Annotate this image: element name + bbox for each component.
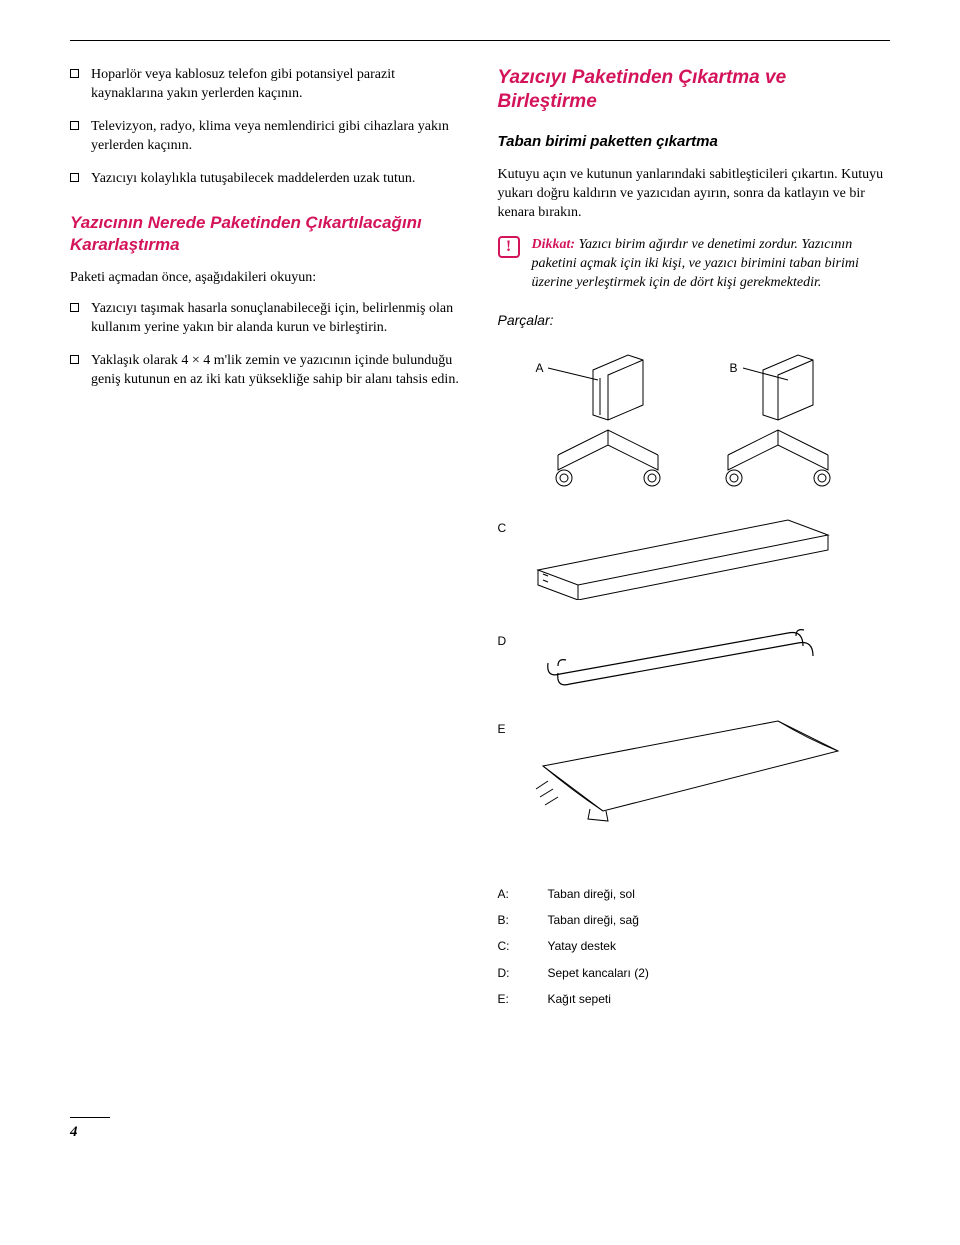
bullet-item: Yaklaşık olarak 4 × 4 m'lik zemin ve yaz… <box>70 352 463 390</box>
caution-box: ! Dikkat: Yazıcı birim ağırdır ve deneti… <box>498 236 891 293</box>
bullet-text: Hoparlör veya kablosuz telefon gibi pota… <box>91 66 463 104</box>
parts-list: A: Taban direği, sol B: Taban direği, sa… <box>498 886 891 1007</box>
bullet-text: Yaklaşık olarak 4 × 4 m'lik zemin ve yaz… <box>91 352 463 390</box>
parts-list-row: E: Kağıt sepeti <box>498 991 891 1007</box>
bullet-icon <box>70 121 79 130</box>
parts-value: Yatay destek <box>548 938 616 954</box>
diagram-row-ab: A B <box>498 350 891 510</box>
bullet-item: Yazıcıyı taşımak hasarla sonuçlanabilece… <box>70 300 463 338</box>
diagram-label-d: D <box>498 618 518 649</box>
paper-basket-diagram <box>518 711 878 831</box>
bullet-icon <box>70 173 79 182</box>
caution-body: Yazıcı birim ağırdır ve denetimi zordur.… <box>532 237 859 290</box>
main-heading: Yazıcıyı Paketinden Çıkartma ve Birleşti… <box>498 66 891 114</box>
parts-value: Taban direği, sol <box>548 886 635 902</box>
bullet-icon <box>70 355 79 364</box>
paragraph: Kutuyu açın ve kutunun yanlarındaki sabi… <box>498 166 891 223</box>
horizontal-support-diagram <box>518 510 878 600</box>
bullet-icon <box>70 69 79 78</box>
parts-value: Taban direği, sağ <box>548 912 639 928</box>
parts-key: D: <box>498 965 548 981</box>
diagram-label-b: B <box>730 360 738 376</box>
diagram-label-e: E <box>498 711 518 737</box>
section-title: Yazıcının Nerede Paketinden Çıkartılacağ… <box>70 212 463 255</box>
two-column-layout: Hoparlör veya kablosuz telefon gibi pota… <box>70 66 890 1017</box>
parts-label: Parçalar: <box>498 311 891 330</box>
top-rule <box>70 40 890 41</box>
left-column: Hoparlör veya kablosuz telefon gibi pota… <box>70 66 463 1017</box>
bullet-item: Televizyon, radyo, klima veya nemlendiri… <box>70 118 463 156</box>
parts-value: Sepet kancaları (2) <box>548 965 649 981</box>
diagram-row-e: E <box>498 711 891 831</box>
bullet-text: Televizyon, radyo, klima veya nemlendiri… <box>91 118 463 156</box>
parts-key: E: <box>498 991 548 1007</box>
parts-list-row: C: Yatay destek <box>498 938 891 954</box>
parts-key: C: <box>498 938 548 954</box>
diagram-row-c: C <box>498 510 891 600</box>
parts-value: Kağıt sepeti <box>548 991 611 1007</box>
parts-list-row: A: Taban direği, sol <box>498 886 891 902</box>
caution-content: Dikkat: Yazıcı birim ağırdır ve denetimi… <box>532 236 891 293</box>
diagram-area: A B C D <box>498 350 891 1007</box>
bullet-text: Yazıcıyı taşımak hasarla sonuçlanabilece… <box>91 300 463 338</box>
diagram-label-c: C <box>498 510 518 536</box>
diagram-row-d: D <box>498 618 891 693</box>
right-column: Yazıcıyı Paketinden Çıkartma ve Birleşti… <box>498 66 891 1017</box>
stand-legs-diagram <box>498 350 878 510</box>
bullet-icon <box>70 303 79 312</box>
page-number: 4 <box>70 1117 110 1142</box>
parts-key: A: <box>498 886 548 902</box>
bullet-item: Yazıcıyı kolaylıkla tutuşabilecek maddel… <box>70 170 463 189</box>
bullet-item: Hoparlör veya kablosuz telefon gibi pota… <box>70 66 463 104</box>
parts-list-row: D: Sepet kancaları (2) <box>498 965 891 981</box>
diagram-label-a: A <box>536 360 544 376</box>
parts-key: B: <box>498 912 548 928</box>
sub-heading: Taban birimi paketten çıkartma <box>498 132 891 152</box>
caution-label: Dikkat: <box>532 237 576 252</box>
basket-hooks-diagram <box>518 618 878 693</box>
parts-list-row: B: Taban direği, sağ <box>498 912 891 928</box>
intro-text: Paketi açmadan önce, aşağıdakileri okuyu… <box>70 269 463 288</box>
bullet-text: Yazıcıyı kolaylıkla tutuşabilecek maddel… <box>91 170 463 189</box>
caution-icon: ! <box>498 236 520 258</box>
